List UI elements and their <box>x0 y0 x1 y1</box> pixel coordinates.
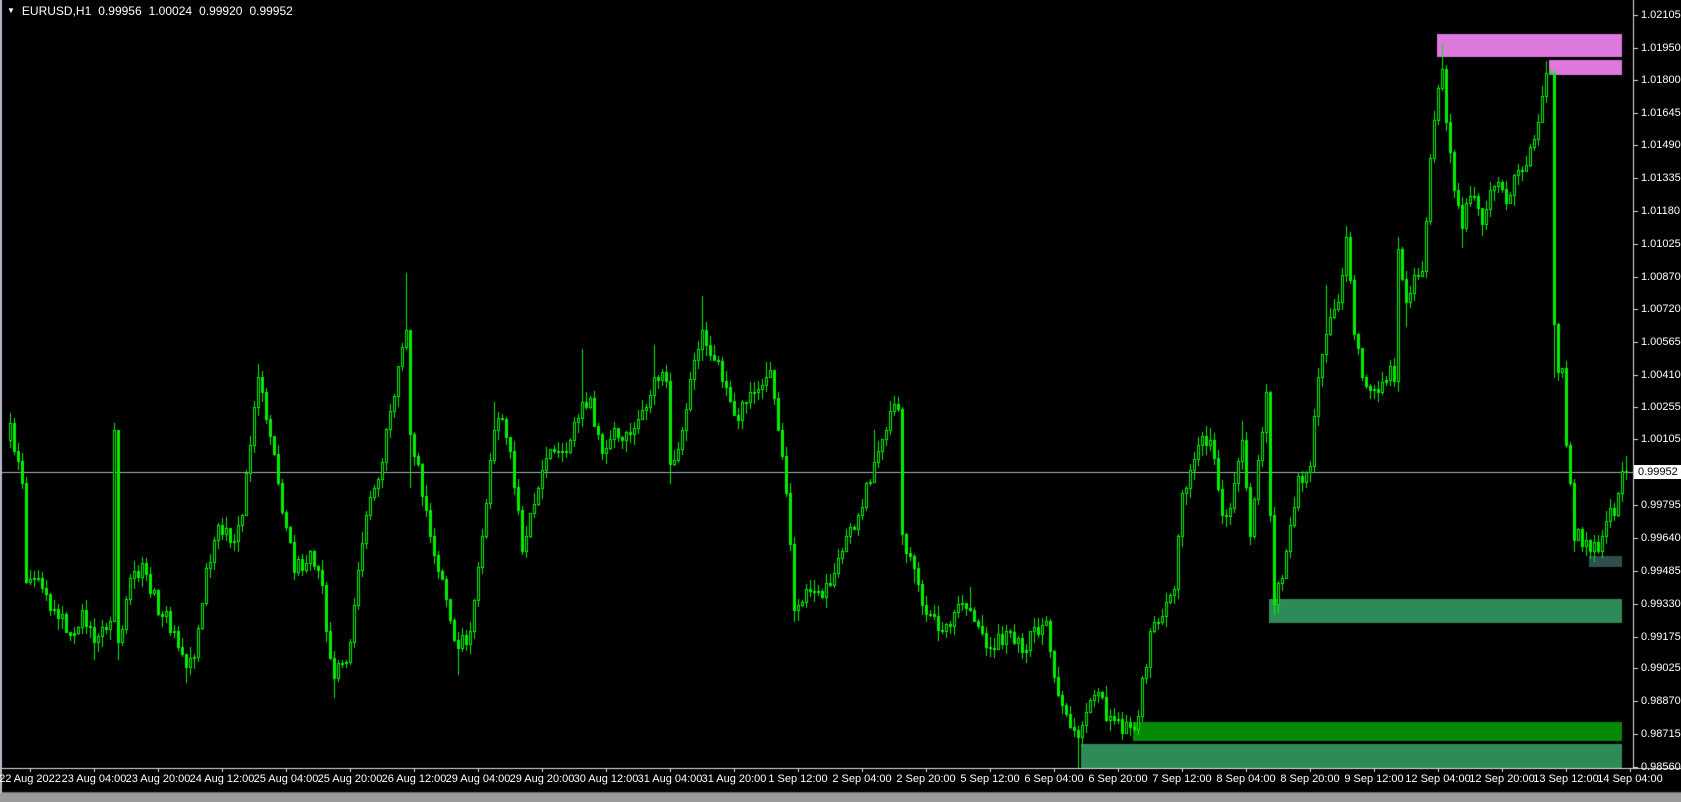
price-tick-label: 1.01025 <box>1641 238 1681 250</box>
time-tick-label: 5 Sep 12:00 <box>960 773 1020 785</box>
price-tick-label: 0.99485 <box>1641 565 1681 577</box>
price-tick-label: 1.00870 <box>1641 271 1681 283</box>
time-tick-label: 24 Aug 12:00 <box>189 773 255 785</box>
price-tick-label: 0.98715 <box>1641 728 1681 740</box>
time-tick-label: 6 Sep 20:00 <box>1088 773 1148 785</box>
price-tick-label: 1.01645 <box>1641 107 1681 119</box>
time-tick-label: 29 Aug 04:00 <box>445 773 511 785</box>
readout-close: 0.99952 <box>249 4 293 18</box>
price-tick-label: 0.99175 <box>1641 631 1681 643</box>
time-tick-label: 30 Aug 12:00 <box>573 773 639 785</box>
price-tick-label: 0.99795 <box>1641 499 1681 511</box>
time-tick-label: 31 Aug 20:00 <box>701 773 767 785</box>
time-tick-label: 23 Aug 04:00 <box>61 773 127 785</box>
price-tick-label: 1.00565 <box>1641 336 1681 348</box>
readout-low: 0.99920 <box>199 4 243 18</box>
price-tick-label: 0.99640 <box>1641 532 1681 544</box>
symbol-dropdown-icon[interactable]: ▼ <box>7 6 15 15</box>
time-tick-label: 25 Aug 20:00 <box>317 773 383 785</box>
time-tick-label: 29 Aug 20:00 <box>509 773 575 785</box>
time-tick-label: 23 Aug 20:00 <box>125 773 191 785</box>
chart-title: ▼ EURUSD,H1 0.99956 1.00024 0.99920 0.99… <box>7 4 293 18</box>
time-tick-label: 22 Aug 2022 <box>0 773 61 785</box>
time-tick-label: 2 Sep 04:00 <box>832 773 892 785</box>
time-tick-label: 1 Sep 12:00 <box>768 773 828 785</box>
price-axis[interactable]: 1.02105 1.01950 1.01800 1.01645 1.01490 1.013… <box>1633 0 1681 773</box>
time-tick-label: 8 Sep 20:00 <box>1280 773 1340 785</box>
time-tick-label: 12 Sep 04:00 <box>1405 773 1471 785</box>
price-tick-label: 1.01490 <box>1641 139 1681 151</box>
time-tick-label: 6 Sep 04:00 <box>1024 773 1084 785</box>
price-tick-label: 0.98870 <box>1641 695 1681 707</box>
time-tick-label: 9 Sep 12:00 <box>1344 773 1404 785</box>
time-tick-label: 7 Sep 12:00 <box>1152 773 1212 785</box>
time-tick-label: 26 Aug 12:00 <box>381 773 447 785</box>
readout-open: 0.99956 <box>98 4 142 18</box>
time-tick-label: 25 Aug 04:00 <box>253 773 319 785</box>
price-tick-label: 1.01950 <box>1641 42 1681 54</box>
price-tick-label: 1.01800 <box>1641 74 1681 86</box>
price-tick-label: 1.00410 <box>1641 369 1681 381</box>
time-tick-label: 2 Sep 20:00 <box>896 773 956 785</box>
price-tick-label: 1.00105 <box>1641 433 1681 445</box>
price-tick-label: 1.01335 <box>1641 172 1681 184</box>
price-tick-label: 0.99330 <box>1641 598 1681 610</box>
time-tick-label: 8 Sep 04:00 <box>1216 773 1276 785</box>
price-tick-label: 0.98560 <box>1641 761 1681 773</box>
price-tick-label: 0.99025 <box>1641 662 1681 674</box>
time-tick-label: 12 Sep 20:00 <box>1469 773 1535 785</box>
time-tick-label: 31 Aug 04:00 <box>637 773 703 785</box>
current-price-tag: 0.99952 <box>1634 465 1681 479</box>
price-tick-label: 1.00720 <box>1641 303 1681 315</box>
price-tick-label: 1.02105 <box>1641 9 1681 21</box>
time-axis[interactable]: 22 Aug 2022 23 Aug 04:00 23 Aug 20:00 24 Au… <box>0 768 1681 792</box>
time-tick-label: 13 Sep 12:00 <box>1533 773 1599 785</box>
readout-high: 1.00024 <box>148 4 193 18</box>
time-tick-label: 14 Sep 04:00 <box>1597 773 1663 785</box>
price-tick-label: 1.01180 <box>1641 205 1680 217</box>
symbol-period-label: EURUSD,H1 <box>21 4 92 18</box>
price-tick-label: 1.00255 <box>1641 401 1681 413</box>
